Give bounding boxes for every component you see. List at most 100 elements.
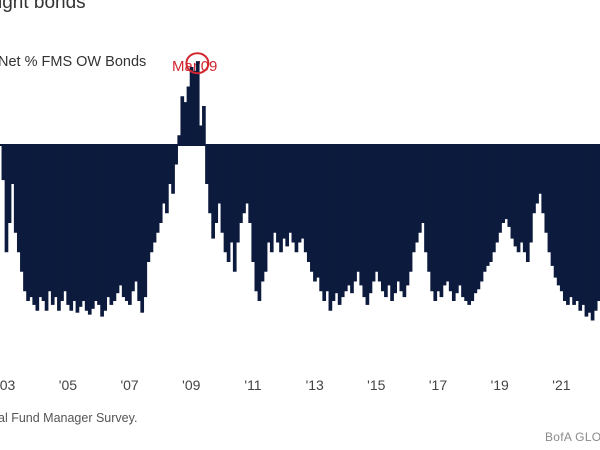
bar [547, 145, 552, 253]
bar [485, 145, 490, 266]
bar [177, 135, 182, 145]
bar [384, 145, 388, 298]
bar [229, 145, 234, 243]
bar [495, 145, 499, 243]
bar [325, 145, 330, 292]
bar [171, 145, 175, 194]
bar [470, 145, 475, 301]
bar [13, 145, 18, 233]
bar [72, 145, 77, 301]
bar [214, 145, 219, 223]
bar [516, 145, 521, 253]
bar [57, 145, 61, 311]
bar [300, 145, 305, 239]
bar [10, 145, 15, 184]
bar [106, 145, 111, 298]
bar [134, 145, 138, 282]
bar [451, 145, 456, 301]
bar [146, 145, 151, 262]
bar [297, 145, 302, 243]
x-tick-label: '17 [429, 377, 447, 393]
x-tick-label: '05 [59, 377, 77, 393]
annotation-group [185, 52, 210, 75]
bar [294, 145, 299, 253]
x-tick-label: '09 [182, 377, 200, 393]
bar [35, 145, 40, 311]
bar [226, 145, 231, 262]
bar [578, 145, 583, 311]
bars-group [0, 61, 600, 321]
bar [572, 145, 576, 305]
bar [140, 145, 145, 313]
bar [445, 145, 450, 282]
bar [442, 145, 447, 286]
bar [448, 145, 453, 292]
bar [186, 86, 191, 145]
bar [60, 145, 64, 301]
bar [137, 145, 141, 301]
bar [411, 145, 416, 253]
bar [396, 145, 401, 282]
bar [319, 145, 323, 292]
bar [436, 145, 441, 292]
bar [75, 145, 80, 313]
bar [168, 145, 172, 184]
bar [408, 145, 413, 272]
bar [405, 145, 410, 286]
x-tick-label: '07 [120, 377, 138, 393]
bar [362, 145, 367, 298]
bar [276, 145, 280, 243]
bar [513, 145, 518, 247]
bar [387, 145, 391, 286]
bar [195, 61, 200, 145]
bar [313, 145, 317, 282]
bar [165, 145, 169, 214]
x-tick-label: '11 [244, 377, 261, 393]
bar [374, 145, 379, 272]
bar [479, 145, 484, 282]
bar [458, 145, 462, 286]
bar [208, 145, 212, 214]
bar [343, 145, 348, 292]
bar [103, 145, 108, 311]
bar [303, 145, 308, 253]
bar [473, 145, 478, 294]
bar [430, 145, 435, 292]
bar [550, 145, 555, 266]
x-tick-label: '03 [0, 377, 16, 393]
bar [359, 145, 364, 286]
bar [198, 125, 203, 145]
bar [439, 145, 444, 298]
bar [464, 145, 468, 301]
bar [63, 145, 67, 292]
bar [269, 145, 274, 253]
bar [501, 145, 505, 223]
bar [47, 145, 52, 292]
bar [118, 145, 123, 286]
bar [492, 145, 496, 253]
bar [377, 145, 382, 282]
bar [291, 145, 296, 243]
bar [331, 145, 336, 301]
chart-title: ight bonds [0, 0, 86, 13]
bar [53, 145, 58, 298]
bar [310, 145, 314, 272]
bar [1, 145, 6, 181]
bar [587, 145, 592, 313]
bar [488, 145, 493, 262]
bar [121, 145, 126, 298]
bar [340, 145, 345, 298]
bar [427, 145, 431, 272]
bar [205, 145, 209, 184]
bar [507, 145, 512, 227]
bar [245, 145, 249, 204]
bar [220, 145, 225, 233]
bar [273, 145, 277, 233]
bar [192, 70, 197, 145]
brand-logo-text: BofA GLO [545, 430, 600, 444]
bar [4, 145, 9, 253]
bar [525, 145, 530, 262]
bar [251, 145, 256, 262]
bar [356, 145, 360, 272]
bar [78, 145, 83, 307]
